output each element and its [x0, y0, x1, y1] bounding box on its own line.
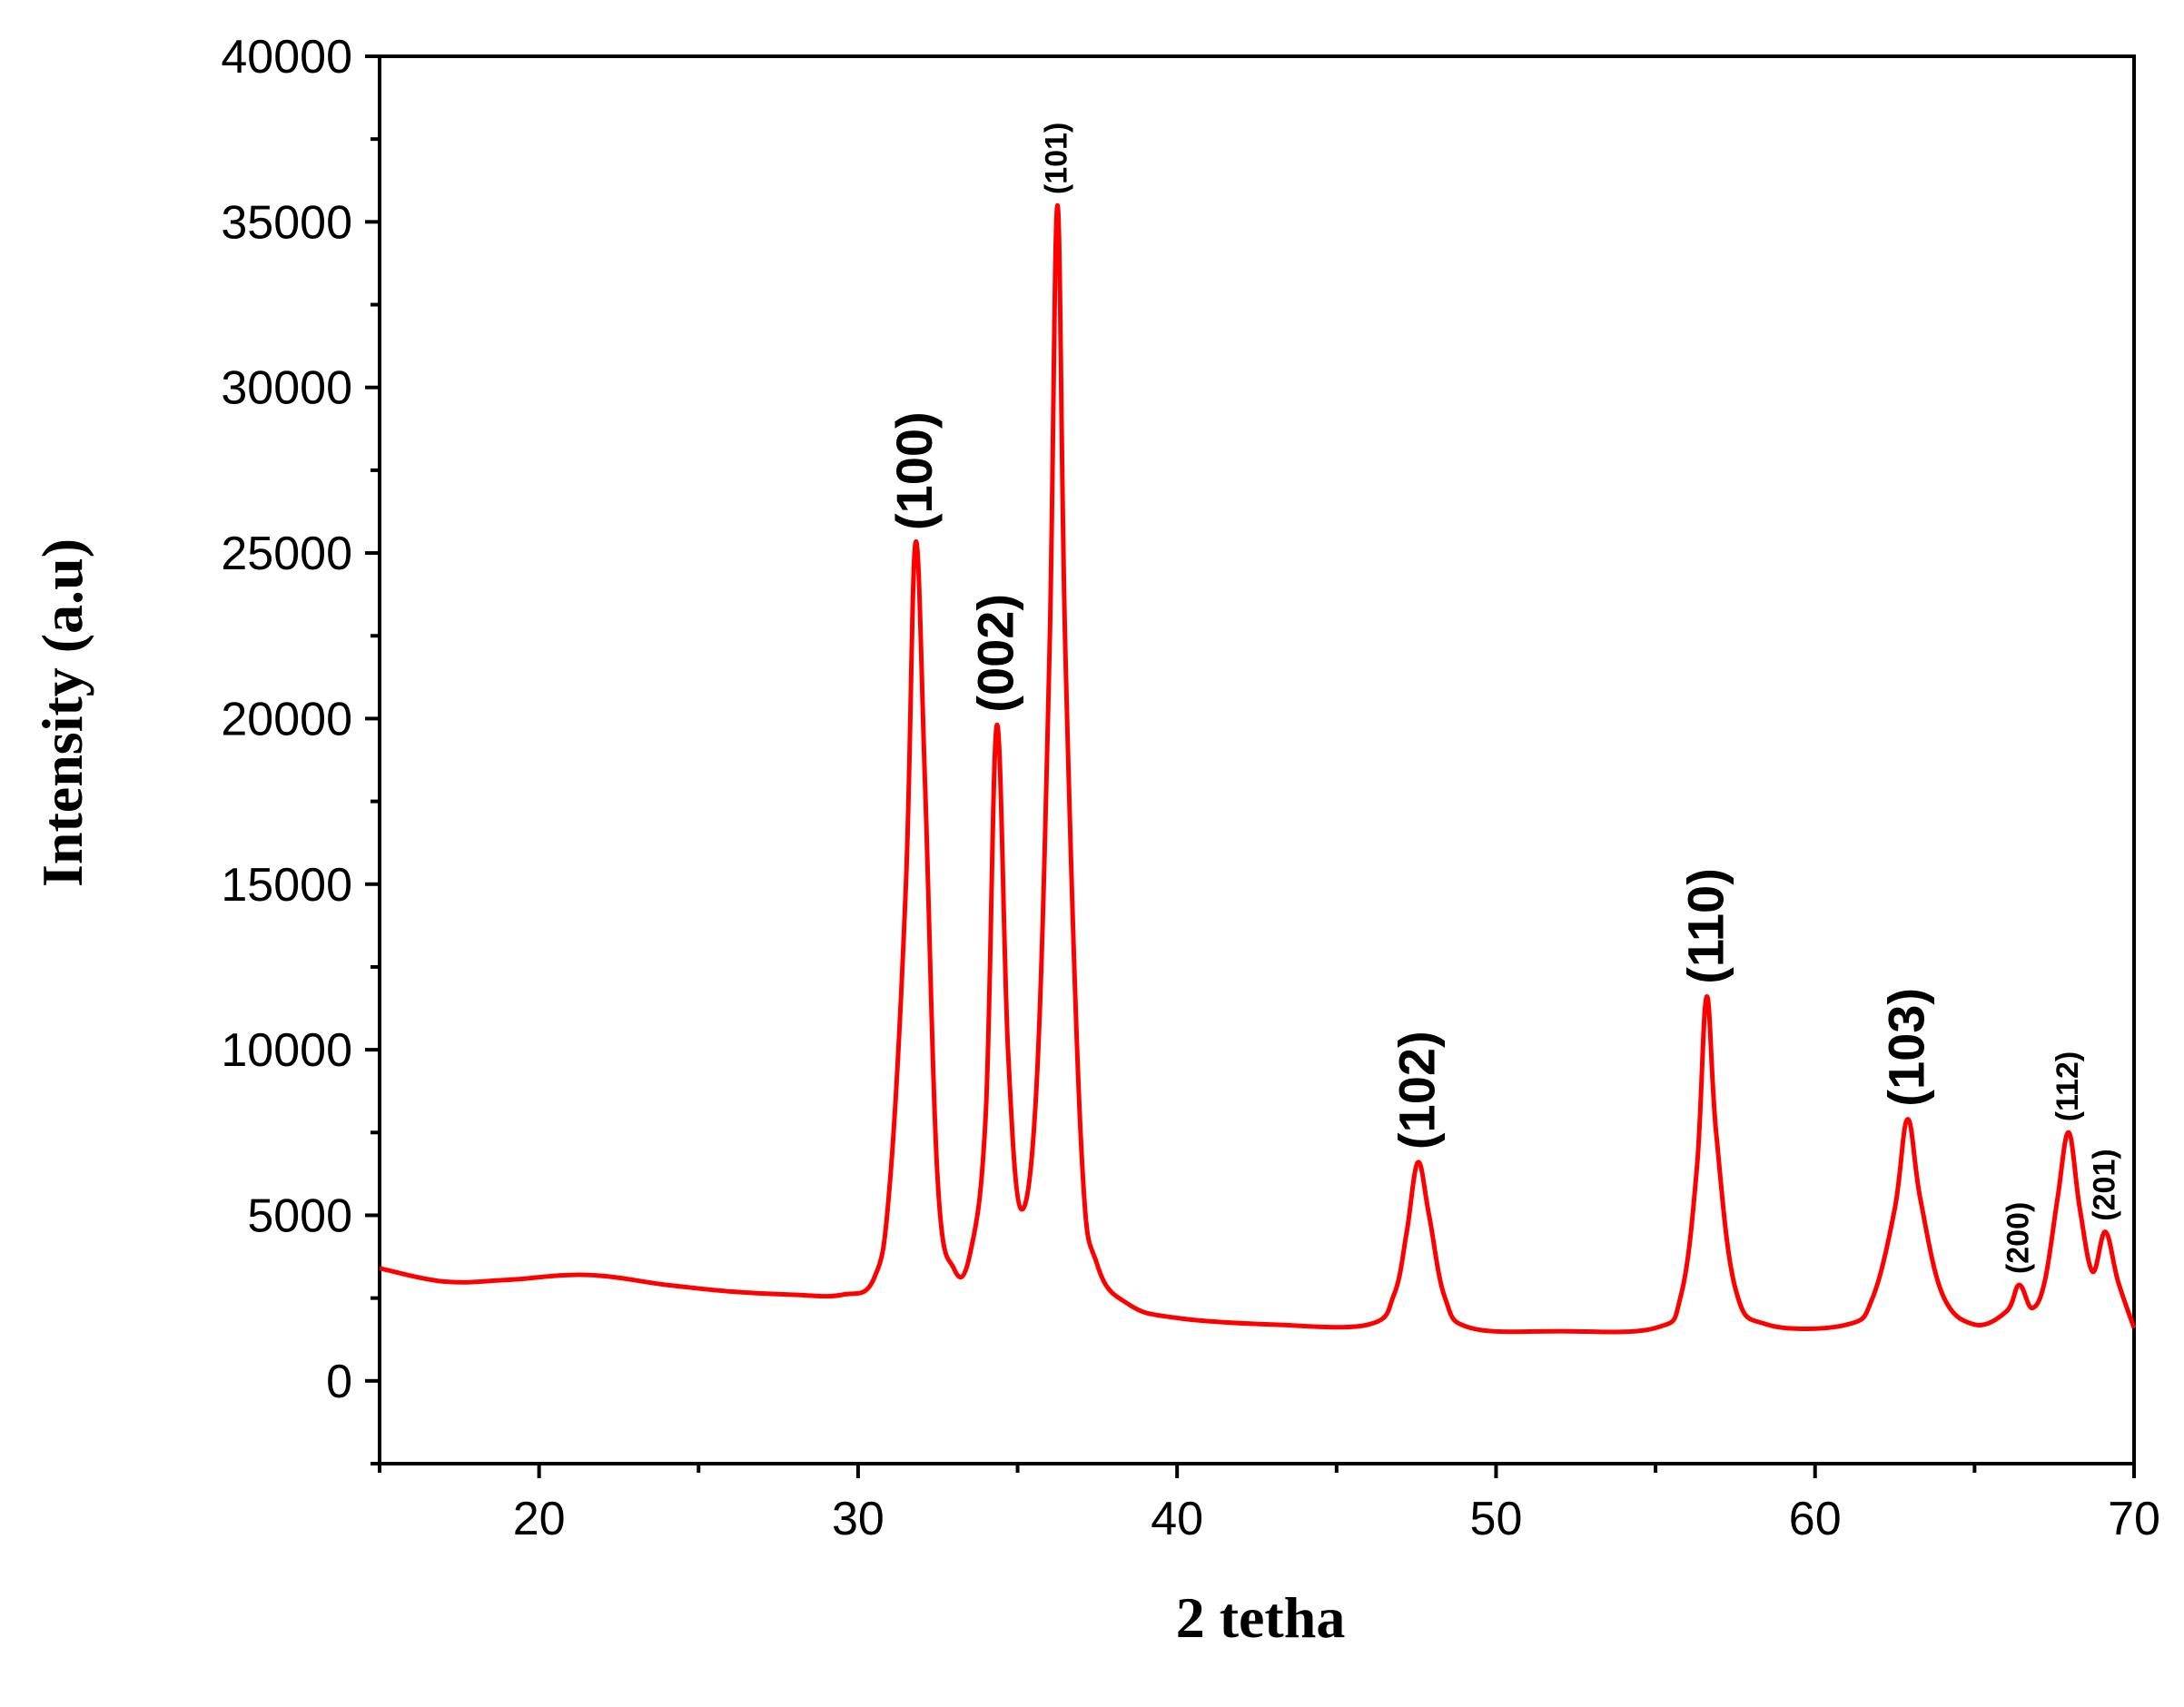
- x-tick-label: 50: [1470, 1493, 1523, 1545]
- x-tick-label: 30: [832, 1493, 884, 1545]
- peak-label: (110): [1676, 868, 1734, 984]
- y-axis-title: Intensity (a.u): [30, 538, 94, 887]
- plot-frame: [378, 54, 2136, 1465]
- xrd-series-line: [379, 202, 2137, 1335]
- peak-label: (200): [2001, 1202, 2036, 1274]
- y-tick-label: 30000: [221, 362, 352, 415]
- y-tick-label: 35000: [221, 196, 352, 249]
- peak-label: (101): [1040, 123, 1074, 194]
- y-tick-label: 25000: [221, 528, 352, 580]
- x-tick-label: 70: [2108, 1493, 2160, 1545]
- x-tick-label: 60: [1789, 1493, 1842, 1545]
- peak-label: (201): [2087, 1149, 2121, 1220]
- y-tick-label: 40000: [221, 31, 352, 84]
- peak-label: (102): [1388, 1031, 1445, 1150]
- y-tick-label: 0: [326, 1356, 352, 1408]
- plot-border: [378, 54, 2136, 1465]
- y-tick-label: 10000: [221, 1024, 352, 1077]
- y-tick-label: 15000: [221, 859, 352, 912]
- peak-label: (002): [967, 594, 1024, 713]
- peak-label: (100): [885, 411, 943, 530]
- y-tick-label: 20000: [221, 693, 352, 745]
- x-tick-label: 40: [1151, 1493, 1203, 1545]
- y-tick-label: 5000: [247, 1189, 352, 1242]
- series-layer: [379, 202, 2137, 1335]
- annotation-layer: (100) (002) (101) (102) (110) (103) (200) (112)…: [885, 123, 2121, 1274]
- x-axis-title: 2 tetha: [1176, 1585, 1346, 1650]
- peak-label: (112): [2051, 1051, 2085, 1122]
- x-tick-label: 20: [513, 1493, 566, 1545]
- ticks-layer: 20 30 40 50 60 70 0 5000 10000 15000 20000 25000 300…: [221, 31, 2160, 1545]
- peak-label: (103): [1878, 988, 1935, 1107]
